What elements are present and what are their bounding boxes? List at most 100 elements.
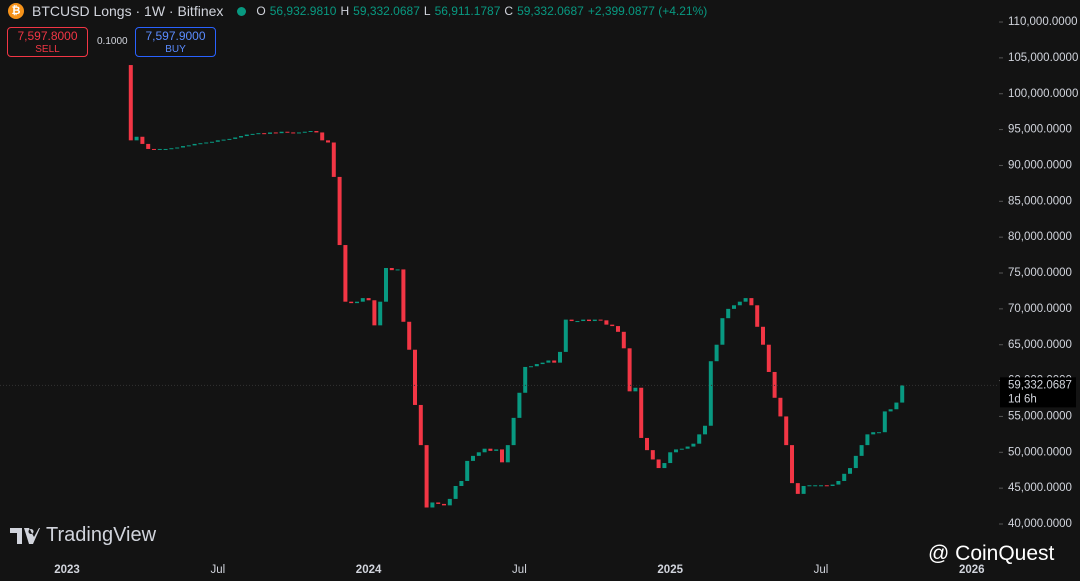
candle: [888, 409, 893, 412]
candle: [349, 301, 354, 304]
candle: [708, 361, 713, 426]
candle: [656, 459, 661, 469]
candle: [598, 319, 603, 321]
candle: [459, 480, 464, 486]
candle: [482, 448, 487, 453]
candle: [581, 319, 586, 322]
candle: [511, 417, 516, 446]
price-axis: [999, 0, 1080, 560]
candle: [871, 432, 876, 435]
candle: [192, 143, 197, 146]
candle: [726, 308, 731, 319]
sell-button[interactable]: 7,597.8000 SELL: [7, 27, 88, 57]
y-tick-label: 105,000.0000: [1008, 52, 1078, 64]
candle: [645, 437, 650, 451]
candle: [372, 300, 377, 326]
candle: [668, 452, 673, 464]
candle: [853, 455, 858, 469]
candle: [685, 446, 690, 449]
candle: [296, 132, 301, 134]
candle: [395, 269, 400, 271]
y-tick-label: 40,000.0000: [1008, 518, 1072, 530]
y-tick-label: 100,000.0000: [1008, 88, 1078, 100]
candle: [134, 136, 139, 141]
candle: [146, 143, 151, 149]
candle: [233, 137, 238, 139]
candle: [314, 131, 319, 133]
candle: [529, 366, 534, 368]
candle: [175, 147, 180, 149]
buy-label: BUY: [165, 44, 186, 55]
candle: [732, 305, 737, 309]
candle: [662, 463, 667, 469]
y-tick-label: 75,000.0000: [1008, 267, 1072, 279]
y-tick-label: 70,000.0000: [1008, 303, 1072, 315]
time-axis: [0, 560, 1080, 581]
candle: [801, 485, 806, 494]
candle: [441, 503, 446, 506]
candle: [778, 397, 783, 417]
candle: [157, 148, 162, 150]
candle: [500, 449, 505, 463]
candle: [378, 301, 383, 326]
candle: [424, 445, 429, 508]
y-tick-label: 55,000.0000: [1008, 410, 1072, 422]
y-tick-label: 65,000.0000: [1008, 339, 1072, 351]
brand: TradingView: [46, 524, 157, 546]
candle: [436, 502, 441, 504]
quantity[interactable]: 0.1000: [97, 36, 128, 47]
candle: [291, 132, 296, 134]
x-tick-label: 2023: [54, 564, 80, 576]
candle: [418, 404, 423, 446]
candle: [250, 133, 255, 135]
candle: [320, 132, 325, 141]
candle: [383, 267, 388, 302]
candle: [453, 485, 458, 499]
candle: [476, 452, 481, 456]
candle: [302, 131, 307, 133]
candle: [488, 448, 493, 451]
candle: [790, 445, 795, 484]
candle: [517, 392, 522, 418]
candle: [465, 460, 470, 481]
candle: [354, 301, 359, 304]
candle: [186, 145, 191, 147]
candle: [523, 366, 528, 393]
candle: [471, 455, 476, 461]
candle: [308, 131, 313, 133]
candle: [807, 485, 812, 487]
status-dot: [237, 6, 247, 16]
candle: [859, 445, 864, 456]
candle: [616, 326, 621, 332]
candle: [575, 321, 580, 323]
candle: [534, 364, 539, 367]
candle: [714, 344, 719, 362]
candle: [337, 176, 342, 246]
candle: [273, 132, 278, 134]
x-tick-label: 2024: [356, 564, 382, 576]
candle: [592, 319, 597, 322]
candle: [552, 360, 557, 363]
candle: [633, 387, 638, 392]
candle: [494, 449, 499, 451]
candle: [784, 416, 789, 446]
candle: [285, 131, 290, 133]
key: L: [423, 4, 431, 18]
symbol: BTCUSD Longs · 1W · Bitfinex: [32, 3, 224, 19]
candle: [563, 319, 568, 352]
candle: [755, 305, 760, 327]
y-tick-label: 90,000.0000: [1008, 159, 1072, 171]
candle: [430, 502, 435, 508]
brand-logo: TradingView: [10, 524, 156, 547]
change: +2,399.0877 (+4.21%): [587, 4, 708, 18]
candle: [227, 138, 232, 140]
candle: [836, 480, 841, 485]
value: 56,932.9810: [269, 4, 337, 18]
credit: @ CoinQuest: [928, 542, 1055, 565]
y-tick-label: 45,000.0000: [1008, 482, 1072, 494]
buy-button[interactable]: 7,597.9000 BUY: [135, 27, 216, 57]
candle: [180, 146, 185, 148]
value: 59,332.0687: [353, 4, 420, 18]
